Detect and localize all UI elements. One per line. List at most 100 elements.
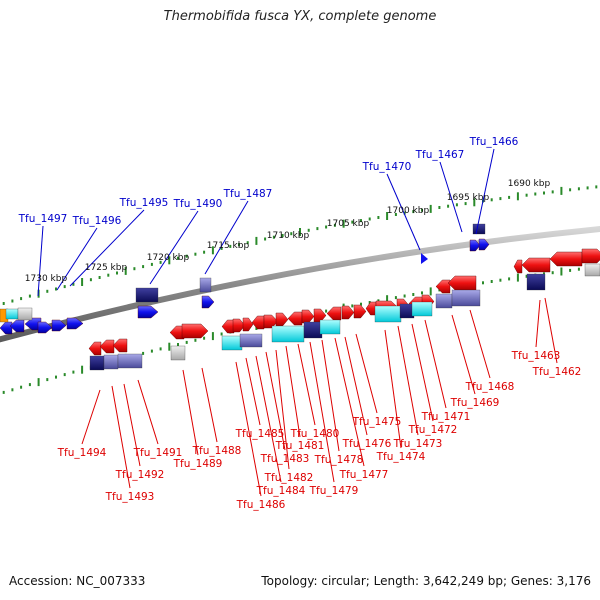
- forward-gene-arrow: [301, 309, 315, 324]
- leader-line: [56, 227, 98, 291]
- position-tick: [107, 273, 110, 277]
- leader-line: [384, 329, 402, 449]
- forward-gene-arrow: [275, 312, 289, 327]
- position-tick: [342, 219, 345, 228]
- position-tick: [429, 287, 432, 296]
- position-tick: [142, 265, 145, 269]
- leader-line: [275, 349, 290, 470]
- gene-label: Tfu_1470: [362, 161, 412, 173]
- position-tick: [325, 309, 328, 313]
- forward-gene-arrow: [353, 304, 367, 319]
- leader-line: [321, 339, 340, 452]
- position-tick: [516, 192, 519, 201]
- position-tick: [560, 267, 563, 276]
- position-tick: [168, 342, 171, 351]
- position-label: 1730 kbp: [25, 274, 68, 284]
- cyan-block: [374, 305, 402, 323]
- position-label: 1705 kbp: [327, 219, 370, 229]
- leader-line: [344, 336, 368, 436]
- map-title: Thermobifida fusca YX, complete genome: [163, 9, 437, 24]
- leader-line: [111, 385, 131, 489]
- genome-summary: Topology: circular; Length: 3,642,249 bp…: [261, 574, 591, 588]
- position-tick: [299, 228, 301, 236]
- leader-line: [451, 314, 476, 395]
- position-label: 1700 kbp: [387, 206, 430, 216]
- purple-block: [199, 277, 212, 293]
- position-tick: [72, 282, 75, 286]
- position-tick: [377, 216, 380, 219]
- position-tick: [211, 246, 214, 255]
- grey-block: [170, 345, 186, 361]
- position-tick: [55, 287, 57, 291]
- position-tick: [525, 193, 528, 197]
- reverse-gene-arrow: [421, 253, 428, 264]
- leader-line: [255, 355, 282, 483]
- position-tick: [11, 388, 14, 392]
- position-tick: [20, 385, 23, 389]
- position-tick: [316, 227, 319, 231]
- position-tick: [455, 203, 458, 207]
- cyan-block: [319, 319, 341, 335]
- gene-label: Tfu_1474: [376, 451, 426, 463]
- gene-label: Tfu_1488: [192, 445, 242, 457]
- leader-line: [201, 367, 218, 443]
- reverse-gene-arrow: [326, 306, 342, 321]
- gene-label: Tfu_1476: [342, 438, 392, 450]
- position-label: 1720 kbp: [147, 253, 190, 263]
- reverse-gene-arrow: [447, 275, 477, 291]
- position-tick: [386, 212, 389, 220]
- reverse-gene-arrow: [99, 339, 115, 354]
- position-tick: [508, 195, 511, 199]
- position-tick: [142, 351, 145, 355]
- position-tick: [499, 278, 502, 282]
- reverse-gene-arrow: [112, 338, 128, 353]
- position-tick: [351, 220, 354, 224]
- position-tick: [150, 262, 153, 266]
- purple-block: [103, 354, 119, 370]
- leader-line: [309, 341, 335, 483]
- position-tick: [577, 267, 580, 271]
- forward-gene-arrow: [341, 305, 355, 320]
- forward-gene-arrow: [242, 317, 254, 332]
- navy-block: [472, 223, 486, 235]
- position-tick: [98, 276, 101, 279]
- position-tick: [386, 295, 389, 304]
- position-tick: [569, 268, 572, 272]
- position-tick: [81, 365, 84, 374]
- position-tick: [516, 273, 519, 282]
- position-tick: [360, 219, 362, 223]
- position-tick: [220, 332, 223, 336]
- position-tick: [499, 197, 502, 201]
- forward-gene-arrow: [201, 295, 215, 309]
- position-tick: [194, 338, 197, 342]
- position-tick: [11, 299, 14, 303]
- gene-label: Tfu_1466: [469, 136, 519, 148]
- gene-label: Tfu_1486: [236, 499, 286, 511]
- position-tick: [412, 210, 415, 214]
- position-tick: [28, 383, 31, 387]
- leader-line: [535, 299, 541, 348]
- gene-label: Tfu_1494: [57, 447, 107, 459]
- leader-line: [235, 361, 262, 497]
- gene-label: Tfu_1469: [450, 397, 500, 409]
- gene-label: Tfu_1468: [465, 381, 515, 393]
- position-tick: [89, 278, 92, 282]
- reverse-gene-arrow: [88, 341, 102, 356]
- position-tick: [238, 243, 240, 247]
- position-tick: [307, 228, 310, 232]
- gene-label: Tfu_1467: [415, 149, 465, 161]
- position-tick: [72, 370, 75, 374]
- leader-line: [439, 161, 463, 233]
- forward-gene-arrow: [37, 321, 53, 334]
- position-tick: [55, 375, 57, 379]
- position-label: 1725 kbp: [85, 263, 128, 273]
- reverse-gene-arrow: [221, 319, 235, 334]
- position-tick: [63, 285, 66, 289]
- label-leaders: [37, 148, 558, 497]
- position-tick: [63, 373, 66, 377]
- position-tick: [2, 302, 5, 305]
- position-tick: [569, 188, 572, 192]
- gene-label: Tfu_1482: [264, 472, 314, 484]
- position-tick: [429, 204, 432, 213]
- position-tick: [20, 297, 23, 301]
